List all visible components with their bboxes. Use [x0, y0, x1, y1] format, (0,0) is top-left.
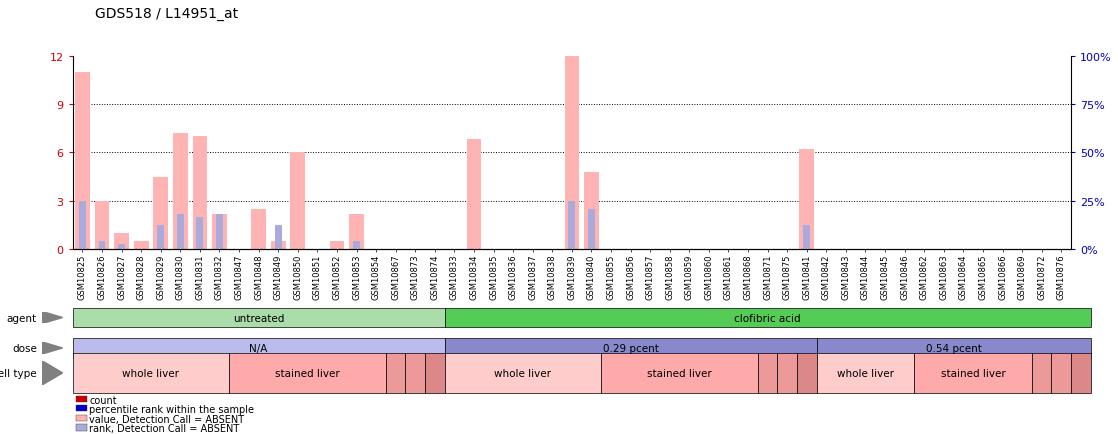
- Bar: [212, 214, 227, 250]
- Text: GDS518 / L14951_at: GDS518 / L14951_at: [95, 7, 238, 20]
- Text: agent: agent: [7, 313, 37, 323]
- Text: N/A: N/A: [249, 343, 268, 353]
- Text: count: count: [89, 395, 117, 404]
- Bar: [173, 134, 188, 250]
- Text: untreated: untreated: [233, 313, 284, 323]
- Bar: [216, 214, 222, 250]
- Text: stained liver: stained liver: [647, 368, 712, 378]
- Bar: [134, 241, 149, 250]
- Bar: [804, 225, 811, 250]
- Bar: [177, 214, 183, 250]
- Text: rank, Detection Call = ABSENT: rank, Detection Call = ABSENT: [89, 424, 239, 433]
- Bar: [98, 241, 105, 250]
- Text: 0.54 pcent: 0.54 pcent: [926, 343, 982, 353]
- Bar: [568, 201, 576, 250]
- Bar: [349, 214, 363, 250]
- Bar: [192, 137, 207, 250]
- Bar: [584, 172, 599, 250]
- Text: whole liver: whole liver: [837, 368, 894, 378]
- Text: stained liver: stained liver: [940, 368, 1005, 378]
- Text: 0.29 pcent: 0.29 pcent: [603, 343, 659, 353]
- Bar: [291, 153, 305, 250]
- Text: stained liver: stained liver: [275, 368, 340, 378]
- Bar: [75, 72, 89, 250]
- Bar: [330, 241, 344, 250]
- Text: dose: dose: [12, 343, 37, 353]
- Text: clofibric acid: clofibric acid: [735, 313, 800, 323]
- Bar: [275, 225, 282, 250]
- Polygon shape: [42, 361, 63, 385]
- Bar: [119, 245, 125, 250]
- Bar: [197, 217, 203, 250]
- Bar: [565, 56, 579, 250]
- Bar: [799, 150, 814, 250]
- Bar: [271, 241, 285, 250]
- Text: cell type: cell type: [0, 368, 37, 378]
- Text: whole liver: whole liver: [494, 368, 551, 378]
- Polygon shape: [42, 342, 63, 354]
- Bar: [353, 241, 360, 250]
- Bar: [95, 201, 110, 250]
- Polygon shape: [42, 312, 63, 324]
- Text: whole liver: whole liver: [123, 368, 180, 378]
- Text: value, Detection Call = ABSENT: value, Detection Call = ABSENT: [89, 414, 245, 424]
- Bar: [114, 233, 129, 250]
- Bar: [158, 225, 164, 250]
- Text: percentile rank within the sample: percentile rank within the sample: [89, 404, 255, 414]
- Bar: [252, 209, 266, 250]
- Bar: [153, 177, 168, 250]
- Bar: [588, 209, 595, 250]
- Bar: [79, 201, 86, 250]
- Bar: [466, 140, 482, 250]
